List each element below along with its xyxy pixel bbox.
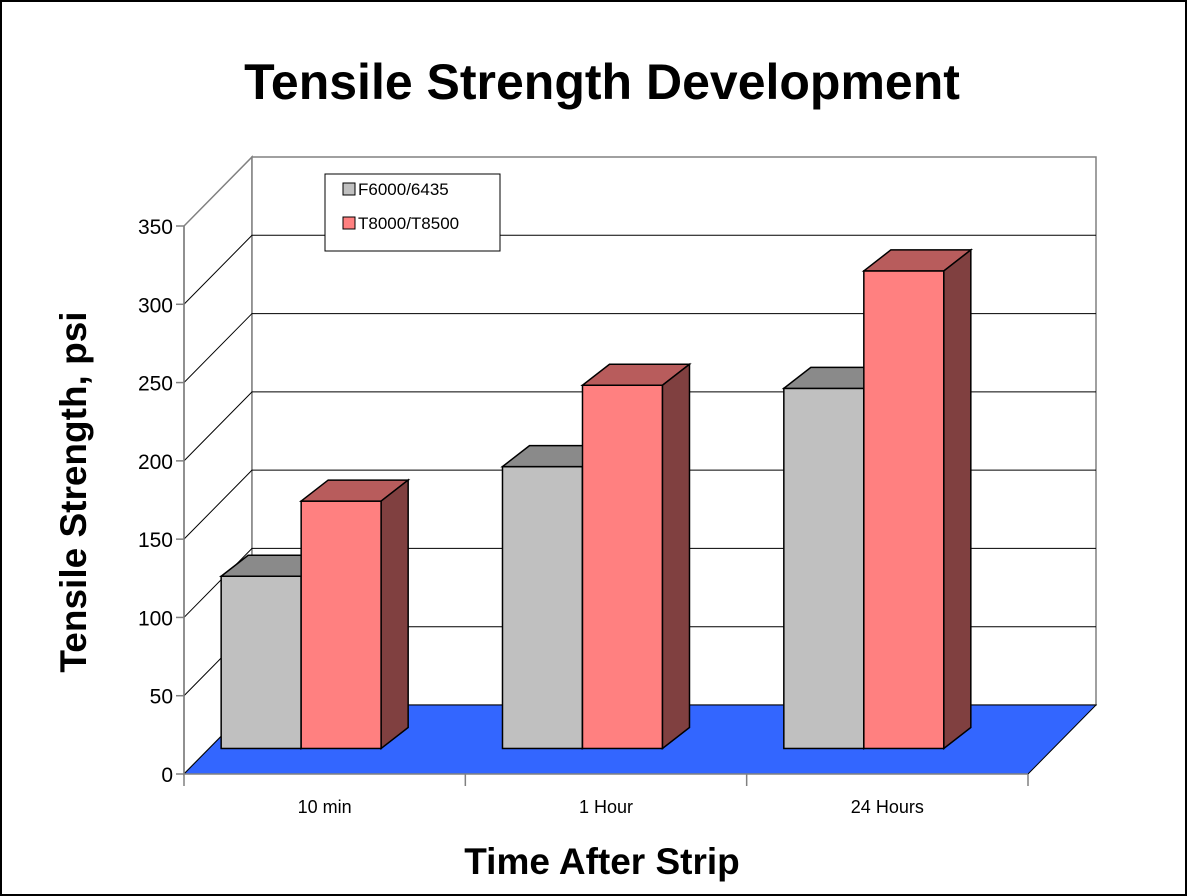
x-tick-labels: 10 min 1 Hour 24 Hours — [298, 797, 924, 817]
bar — [580, 362, 692, 751]
y-tick-label: 150 — [138, 529, 173, 552]
legend-label: F6000/6435 — [358, 180, 449, 199]
axes — [176, 225, 1029, 786]
y-tick-label: 300 — [138, 294, 173, 317]
y-tick-label: 350 — [138, 216, 173, 239]
bar-side — [661, 362, 691, 751]
legend-swatch — [342, 182, 356, 196]
bar-side — [380, 478, 409, 751]
x-tick-label: 1 Hour — [579, 797, 633, 817]
gridline — [183, 313, 1096, 383]
y-axis-title: Tensile Strength, psi — [53, 311, 94, 672]
bar — [298, 478, 411, 751]
x-axis-title: Time After Strip — [464, 841, 740, 882]
y-tick-label: 0 — [161, 764, 173, 787]
y-tick-label: 50 — [150, 686, 173, 709]
y-tick-label: 200 — [138, 451, 173, 474]
legend-swatch — [342, 216, 356, 230]
x-tick-label: 24 Hours — [851, 797, 924, 817]
y-tick-label: 100 — [138, 607, 173, 630]
bar-front — [220, 575, 302, 750]
y-tick-labels: 0 50 100 150 200 250 300 350 — [138, 216, 173, 787]
bar-front — [783, 387, 865, 750]
bar — [861, 248, 974, 751]
gridline — [183, 234, 1096, 305]
bar-front — [300, 500, 382, 750]
y-tick-label: 250 — [138, 373, 173, 396]
bar-side — [943, 248, 972, 751]
legend-label: T8000/T8500 — [358, 214, 459, 233]
chart-title: Tensile Strength Development — [244, 54, 960, 110]
x-tick-label: 10 min — [298, 797, 352, 817]
bar-front — [581, 384, 664, 750]
bar-front — [863, 270, 945, 750]
bars — [218, 248, 974, 751]
bar-front — [501, 465, 584, 750]
legend: F6000/6435 T8000/T8500 — [324, 173, 501, 252]
